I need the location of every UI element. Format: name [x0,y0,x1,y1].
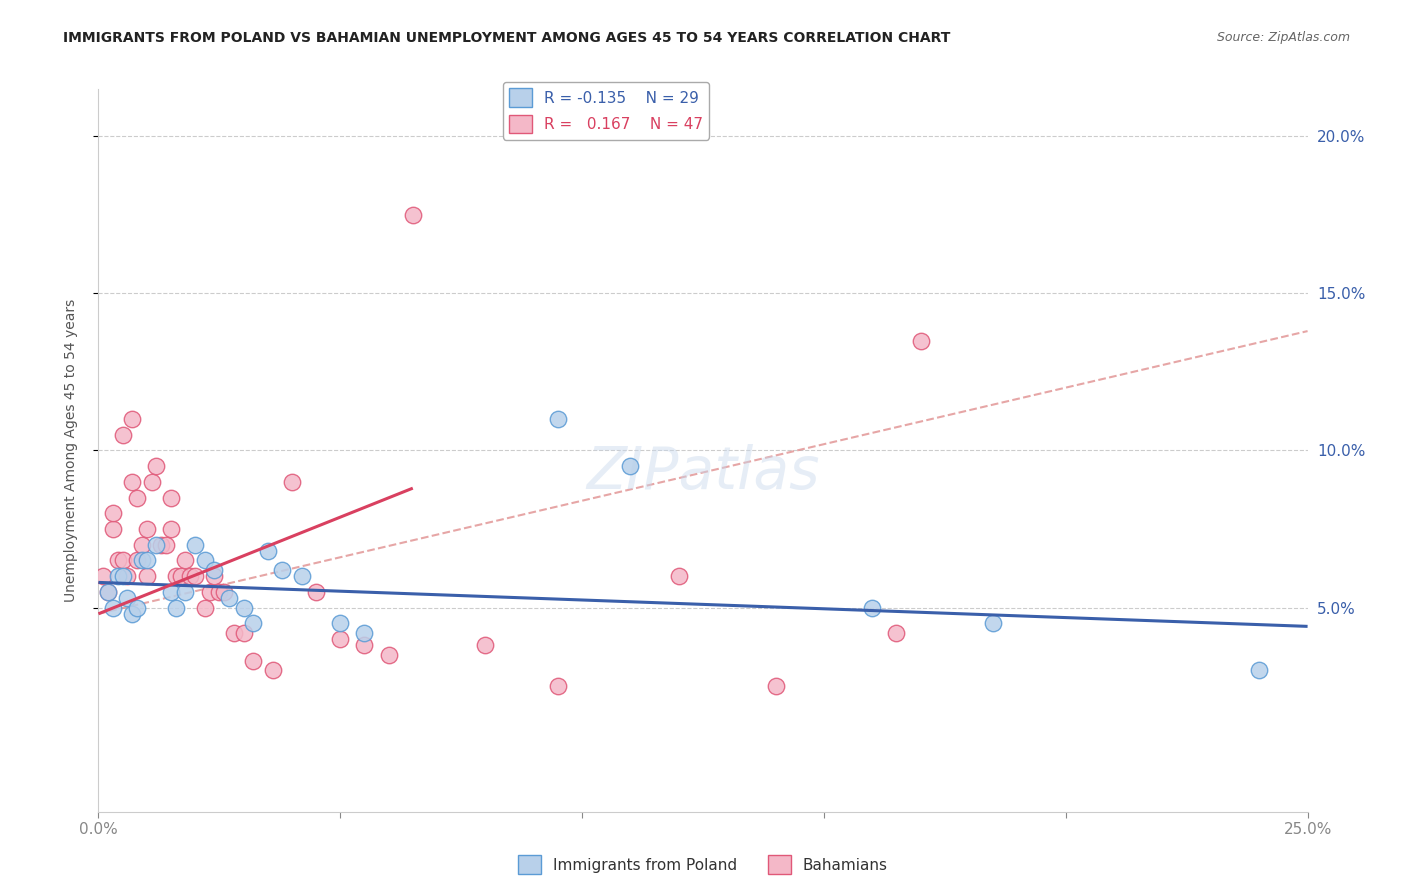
Point [121,607,143,621]
Legend: R = -0.135    N = 29, R =   0.167    N = 47: R = -0.135 N = 29, R = 0.167 N = 47 [503,82,710,139]
Point [981,616,1004,631]
Point [97,584,120,599]
Point [131,538,153,552]
Point [127,491,149,505]
Point [91,569,114,583]
Point [329,616,352,631]
Point [127,553,149,567]
Point [377,648,399,662]
Point [353,638,375,652]
Point [160,584,183,599]
Point [232,625,254,640]
Point [174,553,197,567]
Point [184,538,207,552]
Point [107,569,129,583]
Point [329,632,352,646]
Point [353,625,375,640]
Point [271,563,294,577]
Point [121,412,143,426]
Point [174,584,197,599]
Point [179,569,201,583]
Point [111,569,134,583]
Point [184,569,207,583]
Point [910,334,932,348]
Point [402,208,425,222]
Point [107,553,129,567]
Point [619,459,641,474]
Point [765,679,787,693]
Point [101,522,124,536]
Point [160,522,183,536]
Point [290,569,312,583]
Point [547,412,569,426]
Point [101,506,124,520]
Point [218,591,240,606]
Point [127,600,149,615]
Point [145,459,167,474]
Point [135,522,157,536]
Point [165,600,187,615]
Point [212,584,235,599]
Point [117,569,139,583]
Point [111,427,134,442]
Point [668,569,690,583]
Y-axis label: Unemployment Among Ages 45 to 54 years: Unemployment Among Ages 45 to 54 years [63,299,77,602]
Point [141,475,163,489]
Point [97,584,120,599]
Point [198,584,221,599]
Point [242,616,264,631]
Point [160,491,183,505]
Legend: Immigrants from Poland, Bahamians: Immigrants from Poland, Bahamians [512,849,894,880]
Point [194,553,217,567]
Point [204,569,226,583]
Point [281,475,304,489]
Text: Source: ZipAtlas.com: Source: ZipAtlas.com [1216,31,1350,45]
Point [101,600,124,615]
Point [860,600,883,615]
Point [208,584,231,599]
Point [121,475,143,489]
Point [474,638,496,652]
Point [135,569,157,583]
Point [155,538,177,552]
Point [165,569,187,583]
Point [232,600,254,615]
Point [150,538,173,552]
Point [262,664,284,678]
Point [242,654,264,668]
Point [886,625,908,640]
Text: ZIPatlas: ZIPatlas [586,443,820,500]
Point [305,584,328,599]
Point [117,591,139,606]
Text: IMMIGRANTS FROM POLAND VS BAHAMIAN UNEMPLOYMENT AMONG AGES 45 TO 54 YEARS CORREL: IMMIGRANTS FROM POLAND VS BAHAMIAN UNEMP… [63,31,950,45]
Point [194,600,217,615]
Point [204,563,226,577]
Point [222,625,245,640]
Point [169,569,191,583]
Point [1249,664,1271,678]
Point [111,553,134,567]
Point [135,553,157,567]
Point [547,679,569,693]
Point [145,538,167,552]
Point [131,553,153,567]
Point [256,544,278,558]
